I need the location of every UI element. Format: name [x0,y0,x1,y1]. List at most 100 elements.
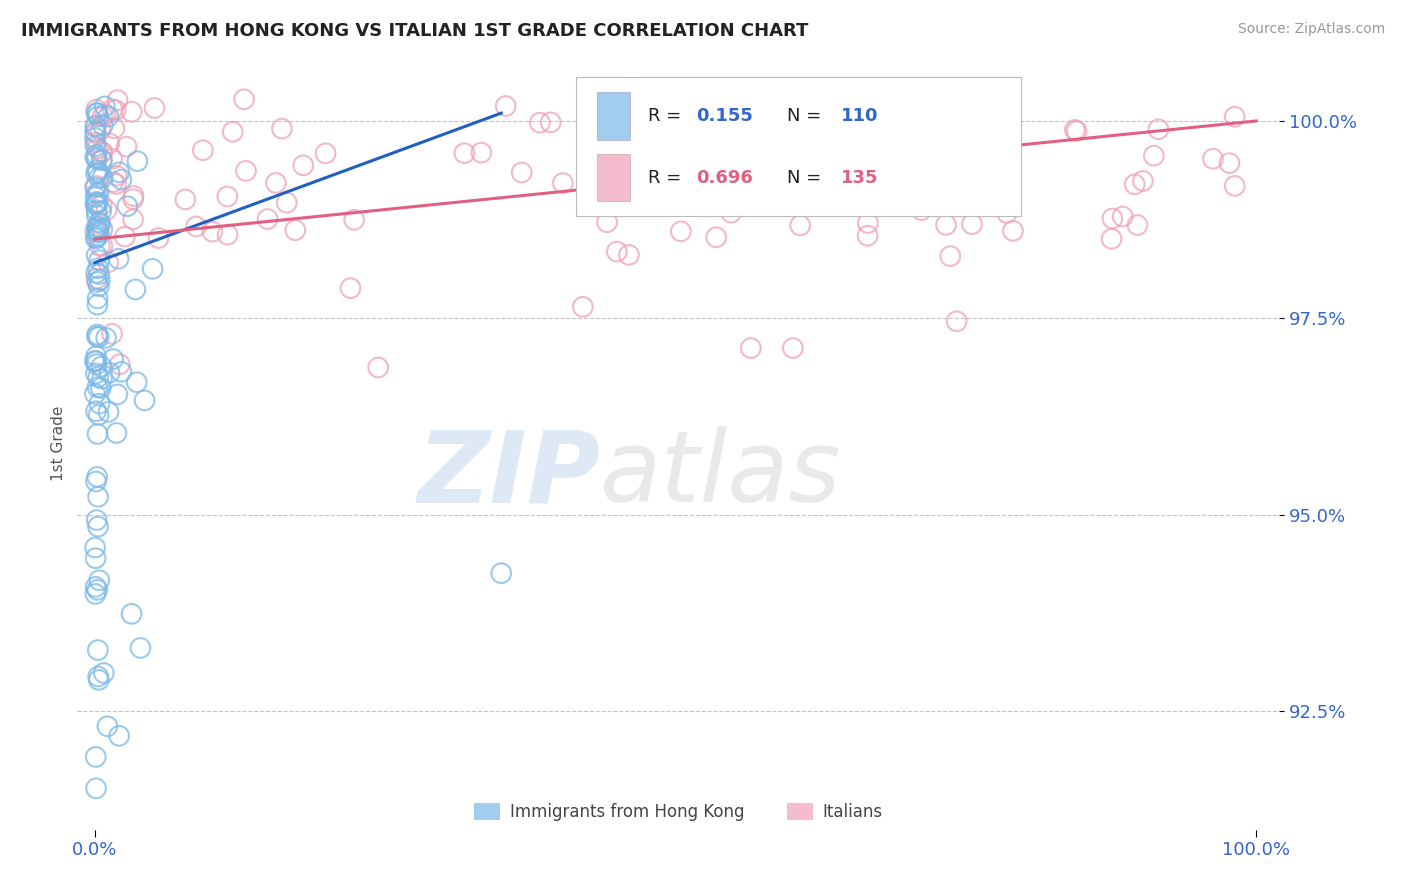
Point [86,582,108,597]
Point [87,226,110,240]
Point [84,131,107,145]
Point [87,219,110,234]
Point [134,393,156,408]
Point [699,124,721,138]
Point [696,106,718,120]
Point [1202,152,1225,166]
Point [84,167,107,181]
Point [233,92,256,106]
Text: 110: 110 [841,107,879,125]
Point [89,574,111,588]
Point [749,152,772,166]
Point [124,282,146,296]
Point [84,224,107,238]
Point [789,219,811,233]
Point [1147,122,1170,136]
Point [108,729,131,743]
Text: 135: 135 [841,169,879,186]
Point [90,381,112,395]
Point [84,197,107,211]
Point [86,380,108,394]
Point [217,227,239,242]
Point [201,225,224,239]
Text: Italians: Italians [823,803,883,821]
Point [1112,210,1135,224]
Point [1223,178,1246,193]
Point [751,112,773,126]
Point [90,198,112,212]
Point [264,176,287,190]
Point [84,120,107,134]
Point [491,566,513,581]
Point [835,153,858,168]
Point [86,195,108,210]
Point [87,673,110,687]
Point [87,330,110,344]
Point [96,719,118,733]
Point [101,152,124,166]
Point [510,165,533,179]
Point [841,136,863,151]
Point [780,165,803,179]
Point [91,222,114,236]
Point [87,643,110,657]
Point [495,99,517,113]
Point [86,219,108,234]
Point [617,248,640,262]
Point [83,354,105,368]
Point [89,239,111,253]
Point [86,272,108,286]
Point [256,212,278,227]
Point [142,261,165,276]
Point [894,162,917,177]
Point [84,404,107,418]
Point [84,541,107,555]
Point [596,215,619,229]
Point [87,110,110,124]
Bar [786,804,813,821]
Point [84,139,107,153]
Point [453,146,475,161]
Point [84,231,107,245]
Point [86,186,108,201]
Point [284,223,307,237]
Point [891,139,914,153]
Point [86,141,108,155]
Point [89,215,111,229]
Point [87,519,110,533]
Point [86,222,108,236]
Point [184,219,207,234]
Point [105,169,128,183]
Point [121,607,143,621]
Point [86,194,108,209]
Point [339,281,361,295]
Point [616,92,638,106]
Point [87,408,110,422]
Point [91,145,114,160]
Point [86,275,108,289]
Point [84,127,107,141]
Point [86,513,108,527]
Point [84,349,107,363]
Point [606,244,628,259]
Point [103,175,125,189]
Point [89,267,111,281]
Point [84,475,107,489]
Point [714,197,737,211]
Point [529,116,551,130]
Point [86,248,108,262]
Text: 0.155: 0.155 [696,107,754,125]
Point [276,195,298,210]
Point [87,186,110,200]
Bar [596,153,630,202]
Point [174,193,197,207]
Text: 0.696: 0.696 [696,169,754,186]
Point [292,158,315,172]
Point [110,365,132,379]
Point [921,127,943,141]
Point [94,107,117,121]
Point [935,218,957,232]
Point [86,208,108,222]
Point [84,198,107,212]
Point [669,96,692,111]
